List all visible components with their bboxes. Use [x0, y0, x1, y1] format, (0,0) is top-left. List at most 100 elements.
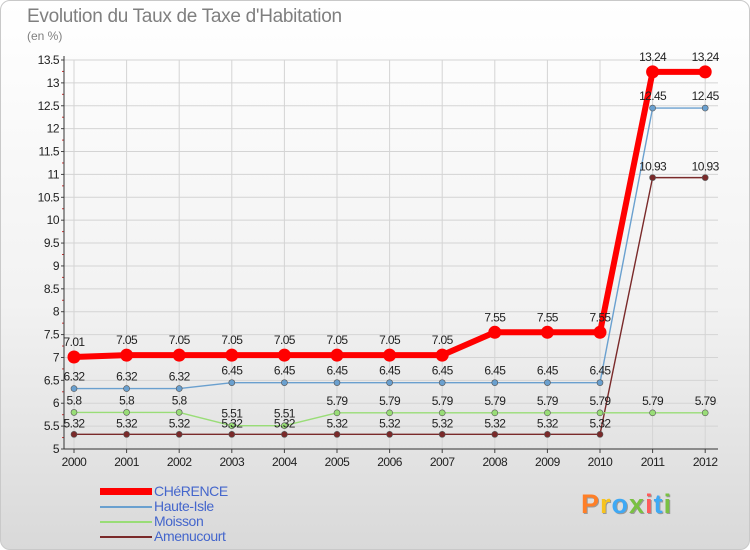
data-label-haute-isle: 6.45 [221, 364, 243, 378]
logo-letter: x [629, 489, 646, 519]
data-point-ch-rence [172, 348, 186, 362]
x-tick-label: 2003 [219, 455, 245, 469]
x-tick-label: 2004 [272, 455, 298, 469]
data-point-moisson [491, 409, 499, 417]
y-tick-label: 6.5 [44, 373, 60, 387]
data-point-amenucourt [491, 431, 499, 438]
legend-swatch-amenucourt [100, 536, 152, 538]
data-point-amenucourt [175, 431, 183, 438]
data-labels: 7.01 7.05 7.05 7.05 7.05 7.05 7.05 7.05 7.55 7.55… [64, 50, 721, 430]
data-point-amenucourt [281, 431, 288, 438]
data-label-moisson: 5.8 [172, 393, 188, 407]
x-tick-label: 2011 [641, 455, 666, 469]
data-label-haute-isle: 6.45 [590, 364, 612, 378]
data-label-ch-rence: 7.05 [379, 333, 401, 347]
data-point-amenucourt [70, 431, 78, 438]
data-label-haute-isle: 6.45 [274, 364, 296, 378]
data-label-ch-rence: 7.05 [432, 333, 454, 347]
legend-swatch-cherence [100, 488, 152, 495]
data-point-ch-rence [120, 348, 134, 362]
data-label-ch-rence: 13.24 [692, 50, 720, 64]
data-label-amenucourt: 5.32 [327, 416, 349, 430]
data-point-moisson [438, 409, 446, 417]
y-tick-label: 5.5 [44, 419, 60, 433]
y-tick-label: 7 [53, 350, 60, 364]
y-tick-label: 12 [47, 122, 60, 136]
x-tick-label: 2012 [693, 455, 719, 469]
data-label-haute-isle: 6.45 [327, 364, 349, 378]
y-tick-label: 10.5 [38, 190, 60, 204]
legend-swatch-moisson [100, 521, 152, 523]
data-label-moisson: 5.79 [590, 394, 612, 408]
data-label-haute-isle: 12.45 [639, 89, 667, 103]
legend-label-moisson: Moisson [154, 513, 204, 529]
data-label-haute-isle: 6.32 [116, 370, 138, 384]
data-label-haute-isle: 6.45 [432, 364, 454, 378]
data-point-amenucourt [333, 431, 341, 438]
data-point-ch-rence [646, 65, 660, 79]
y-tick-label: 9 [53, 259, 60, 273]
data-point-haute-isle [281, 379, 288, 386]
y-tick-label: 11 [48, 167, 60, 181]
data-point-moisson [649, 409, 656, 417]
data-point-ch-rence [593, 325, 607, 339]
data-point-moisson [333, 409, 341, 417]
data-label-haute-isle: 6.45 [484, 364, 506, 378]
data-point-amenucourt [596, 431, 604, 438]
data-point-moisson [596, 409, 604, 417]
data-point-moisson [281, 422, 288, 429]
y-tick-label: 13.5 [38, 53, 60, 67]
data-label-amenucourt: 10.93 [692, 160, 720, 174]
data-label-ch-rence: 7.55 [537, 310, 559, 324]
data-label-ch-rence: 7.55 [590, 310, 612, 324]
data-label-amenucourt: 5.32 [379, 416, 401, 430]
data-label-ch-rence: 7.55 [484, 310, 506, 324]
data-label-amenucourt: 10.93 [639, 160, 667, 174]
data-label-moisson: 5.79 [537, 394, 559, 408]
data-point-moisson [70, 409, 78, 416]
data-point-ch-rence [435, 348, 449, 362]
data-label-moisson: 5.51 [221, 407, 243, 421]
data-point-haute-isle [544, 379, 551, 386]
data-point-ch-rence [225, 348, 239, 362]
data-label-moisson: 5.79 [432, 394, 454, 408]
data-label-ch-rence: 7.01 [64, 335, 86, 349]
data-point-amenucourt [228, 431, 236, 438]
legend-label-cherence: CHéRENCE [154, 483, 228, 499]
data-label-amenucourt: 5.32 [274, 416, 296, 430]
data-point-ch-rence [67, 350, 81, 364]
data-label-moisson: 5.79 [327, 394, 349, 408]
data-label-amenucourt: 5.32 [484, 416, 506, 430]
data-label-haute-isle: 6.32 [64, 370, 86, 384]
logo-letter: o [611, 489, 630, 519]
x-tick-label: 2000 [62, 455, 88, 469]
y-tick-label: 8.5 [44, 282, 60, 296]
data-point-ch-rence [383, 348, 397, 362]
data-label-haute-isle: 6.45 [537, 364, 559, 378]
data-label-haute-isle: 6.45 [379, 364, 401, 378]
data-point-haute-isle [386, 379, 393, 386]
logo-letter: i [663, 489, 673, 519]
data-point-amenucourt [438, 431, 446, 438]
data-label-amenucourt: 5.32 [169, 416, 191, 430]
axes: 5 5.5 6 6.5 7 7.5 8 8.5 9 9.5 10 10.5 11 11.5 12 12.5 13… [38, 53, 719, 469]
data-point-haute-isle [438, 379, 446, 386]
data-label-amenucourt: 5.32 [537, 416, 559, 430]
y-tick-label: 8 [53, 305, 60, 319]
logo-letter: P [581, 489, 601, 519]
x-tick-label: 2009 [535, 455, 561, 469]
data-point-haute-isle [491, 379, 499, 386]
logo-letter: t [653, 489, 664, 519]
data-point-haute-isle [701, 104, 709, 112]
data-point-moisson [228, 422, 236, 429]
y-tick-label: 9.5 [44, 236, 60, 250]
proxiti-logo: Proxiti [581, 489, 672, 520]
y-tick-label: 12.5 [38, 99, 60, 113]
x-tick-label: 2008 [482, 455, 508, 469]
x-tick-label: 2006 [377, 455, 403, 469]
y-tick-label: 7.5 [44, 328, 60, 342]
data-label-moisson: 5.79 [642, 394, 664, 408]
y-axis-unit-label: (en %) [27, 29, 63, 43]
x-tick-label: 2001 [114, 455, 140, 469]
